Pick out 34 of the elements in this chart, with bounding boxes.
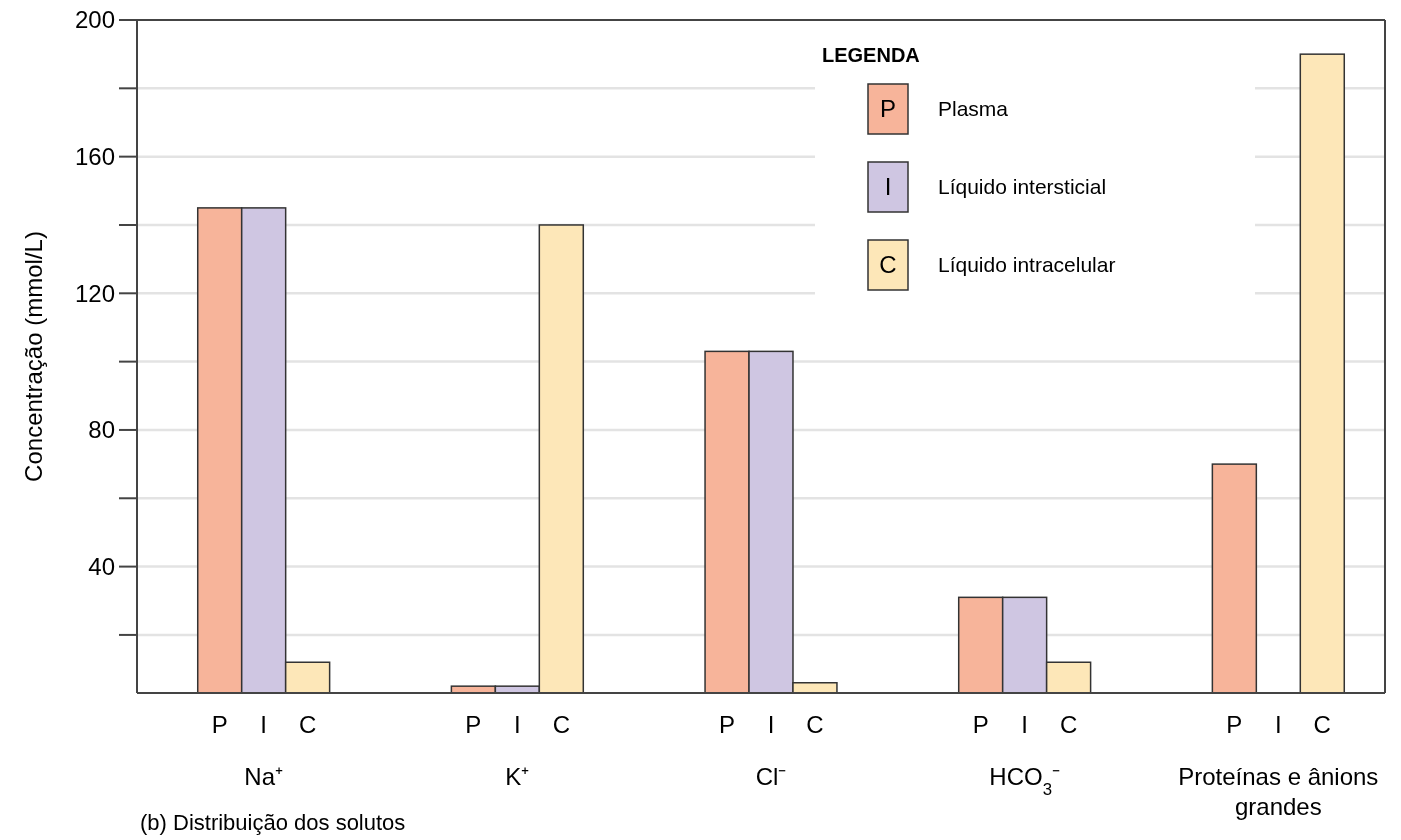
text: C [1313,711,1331,738]
text: P [211,711,228,738]
annotation: C [879,251,897,279]
text: P [719,711,736,738]
text: I [260,711,268,738]
text: (b) Distribuição dos solutos [140,810,406,835]
y-axis-title: Concentração (mmol/L) [20,231,47,482]
text: I [1274,711,1282,738]
x-tick-label: K⁺ [505,763,530,790]
legend-label: Líquido intersticial [938,175,1107,199]
text: C [1059,711,1078,738]
text: C [552,711,570,738]
x-tick-label: Cl⁻ [755,763,787,790]
legend-title: LEGENDA [822,44,920,66]
annotation: I [884,173,892,201]
y-tick-label: 120 [74,279,115,307]
legend-label: Plasma [938,97,1009,121]
y-tick-label: 80 [88,416,115,444]
y-tick-label: 200 [74,6,115,34]
x-tick-label: Na⁺ [244,763,284,790]
text: P [972,711,989,738]
y-tick-label: 160 [74,143,115,171]
y-tick-label: 40 [88,553,115,580]
text: C [298,711,317,738]
text: C [806,711,824,738]
x-tick-label: Proteínas e ânions grandes [1178,763,1379,820]
text: I [1021,711,1028,738]
legend-label: Líquido intracelular [938,253,1116,277]
x-tick-label: HCO$_{3}$⁻ [989,763,1060,799]
text: I [767,711,775,738]
text: I [514,711,521,738]
text: P [465,711,482,738]
text: P [1226,711,1243,738]
annotation: P [879,95,897,123]
